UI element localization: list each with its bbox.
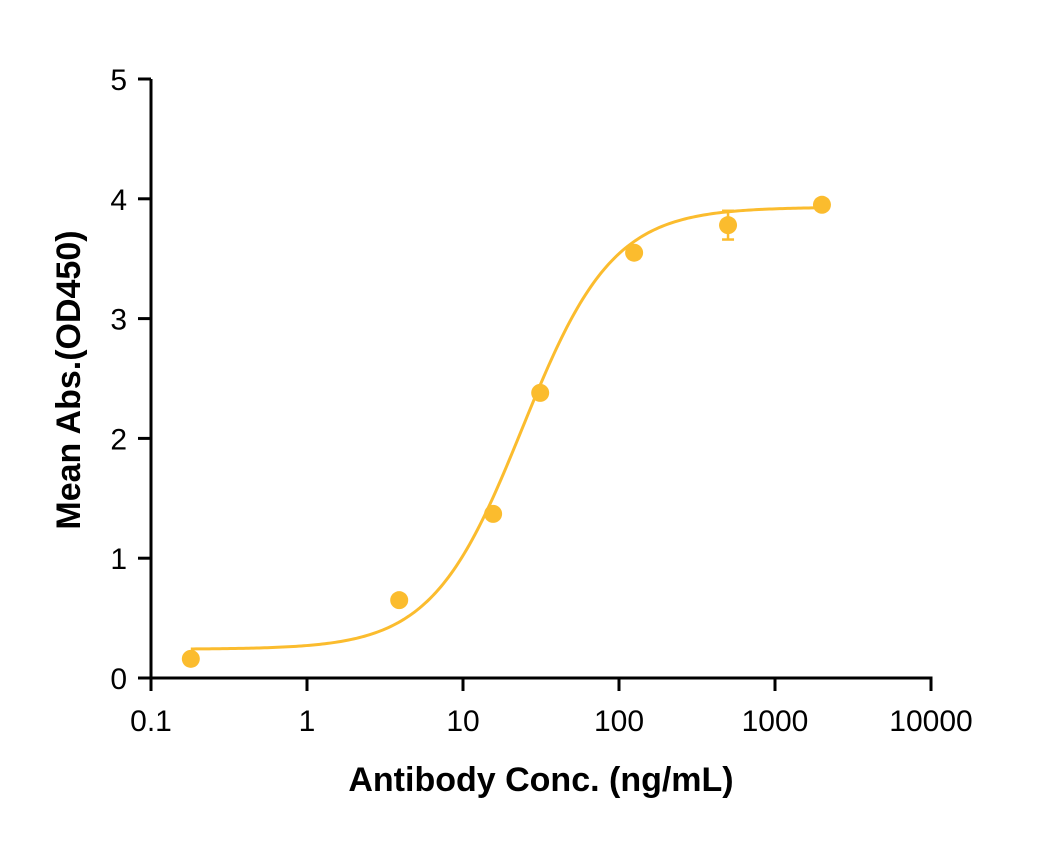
- data-point: [719, 216, 738, 235]
- fit-curve: [190, 206, 822, 651]
- data-point: [531, 383, 550, 402]
- data-point: [484, 504, 503, 523]
- axes: [149, 79, 933, 680]
- data-points: [181, 195, 831, 668]
- y-axis-title: Mean Abs.(OD450): [50, 230, 88, 529]
- y-tick-label: 4: [110, 184, 127, 217]
- x-axis-ticks: 0.1 1 10 100 1000 10000: [130, 678, 973, 738]
- x-tick-label: 100: [594, 705, 644, 738]
- x-tick-label: 10000: [889, 705, 972, 738]
- x-tick-label: 1: [299, 705, 316, 738]
- x-tick-label: 1000: [742, 705, 809, 738]
- data-point: [625, 243, 644, 262]
- x-tick-label: 0.1: [130, 705, 172, 738]
- data-point: [390, 591, 409, 610]
- x-axis-title: Antibody Conc. (ng/mL): [348, 761, 733, 799]
- y-tick-label: 1: [110, 543, 127, 576]
- data-point: [181, 649, 200, 668]
- y-tick-label: 3: [110, 304, 127, 337]
- y-axis-ticks: 0 1 2 3 4 5: [110, 64, 151, 696]
- x-tick-label: 10: [446, 705, 479, 738]
- y-tick-label: 0: [110, 663, 127, 696]
- y-tick-label: 5: [110, 64, 127, 97]
- data-point: [812, 195, 831, 214]
- y-tick-label: 2: [110, 423, 127, 456]
